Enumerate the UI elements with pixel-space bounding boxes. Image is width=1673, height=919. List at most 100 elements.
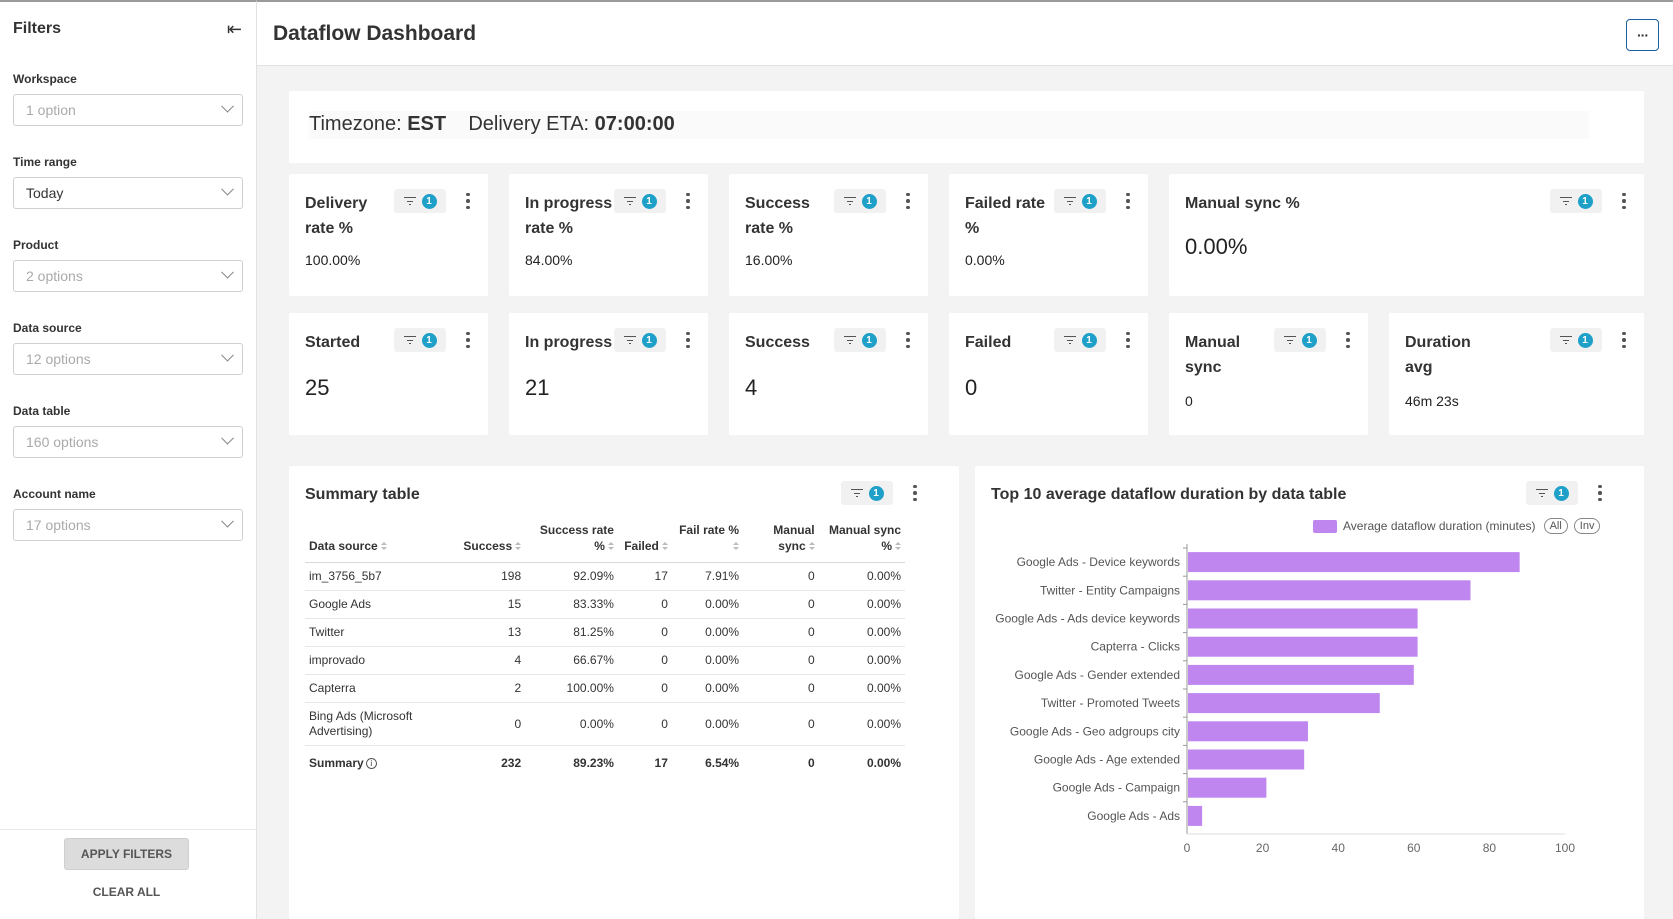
bar-chart: Google Ads - Device keywords Twitter - En… [995,544,1575,855]
table-cell: Capterra [305,674,448,703]
table-cell: 0 [447,702,526,746]
info-icon[interactable]: i [365,758,377,770]
header-bar: Dataflow Dashboard ··· [257,0,1673,66]
column-header[interactable]: Failed [617,522,672,563]
column-header[interactable]: Fail rate % [671,522,744,563]
bar[interactable] [1188,552,1520,573]
table-cell: 0 [743,702,819,746]
column-header[interactable]: Data source [305,522,448,563]
bar[interactable] [1188,721,1308,742]
kpi-filter-chip[interactable]: 1 [614,328,666,352]
filter-icon [403,335,416,345]
chart-title: Top 10 average dataflow duration by data… [991,486,1347,503]
table-row: Capterra 2 100.00% 0 0.00% 0 0.00% [305,674,905,703]
kpi-filter-chip[interactable]: 1 [394,328,446,352]
kpi-filter-chip[interactable]: 1 [1550,189,1602,213]
chart-filter-chip[interactable]: 1 [1526,481,1578,505]
more-vertical-icon[interactable] [905,484,925,502]
table-cell: 0.00% [671,618,744,647]
column-header[interactable]: Manual sync % [818,522,905,563]
legend-swatch [1313,519,1337,533]
filter-select[interactable]: 17 options [13,509,243,541]
kpi-title: Failed [965,334,1012,351]
filter-label: Data table [13,404,71,418]
filter-select[interactable]: 12 options [13,343,243,375]
table-cell: 0.00% [818,590,905,619]
filter-count-badge: 1 [641,193,657,209]
legend-invert-button[interactable]: Inv [1573,518,1601,534]
filter-select[interactable]: 1 option [13,94,243,126]
filter-count-badge: 1 [421,193,437,209]
bar[interactable] [1188,693,1380,714]
column-header[interactable]: Manual sync [743,522,819,563]
more-vertical-icon[interactable] [1590,484,1610,502]
table-cell: 13 [447,618,526,647]
more-vertical-icon[interactable] [898,331,918,349]
more-vertical-icon[interactable] [1118,331,1138,349]
kpi-card: Failed 1 0 [949,313,1148,435]
more-options-button[interactable]: ··· [1626,19,1659,51]
bar[interactable] [1188,580,1471,601]
kpi-filter-chip[interactable]: 1 [834,189,886,213]
more-vertical-icon[interactable] [1338,331,1358,349]
chevron-down-icon [221,514,234,528]
kpi-filter-chip[interactable]: 1 [1274,328,1326,352]
summary-filter-chip[interactable]: 1 [841,481,893,505]
filter-count-badge: 1 [868,485,884,501]
more-vertical-icon[interactable] [458,192,478,210]
kpi-filter-chip[interactable]: 1 [614,189,666,213]
collapse-left-icon[interactable]: ⇤ [226,18,242,39]
kpi-filter-chip[interactable]: 1 [1054,189,1106,213]
filter-select[interactable]: 2 options [13,260,243,292]
table-cell: 100.00% [525,674,618,703]
column-header[interactable]: Success rate % [525,522,618,563]
filter-select[interactable]: Today [13,177,243,209]
more-vertical-icon[interactable] [678,331,698,349]
category-label: Twitter - Entity Campaigns [1040,583,1180,597]
bar[interactable] [1188,608,1418,629]
more-vertical-icon[interactable] [898,192,918,210]
kpi-value: 0 [965,375,978,400]
kpi-value: 16.00% [745,252,793,268]
filter-label: Product [13,238,59,252]
more-vertical-icon[interactable] [1614,192,1634,210]
bar[interactable] [1188,805,1203,826]
bar[interactable] [1188,749,1305,770]
chevron-down-icon [221,182,234,196]
timezone-card: Timezone: EST Delivery ETA: 07:00:00 [289,91,1644,163]
column-header-label: Failed [624,539,659,553]
bar[interactable] [1188,636,1418,657]
more-vertical-icon[interactable] [1118,192,1138,210]
filter-select-value: Today [26,185,64,201]
kpi-filter-chip[interactable]: 1 [1054,328,1106,352]
kpi-card: Manual sync % 1 0.00% [1169,174,1644,296]
bar[interactable] [1188,777,1267,798]
column-header[interactable]: Success [447,522,526,563]
timezone-label: Timezone: [309,113,402,135]
kpi-filter-chip[interactable]: 1 [1550,328,1602,352]
filter-count-badge: 1 [861,332,877,348]
summary-cell: Summary i [305,746,447,778]
filter-icon [403,196,416,206]
legend-all-button[interactable]: All [1543,518,1568,534]
summary-row: Summary i 232 89.23% 17 6.54% 0 0.00% [305,746,905,778]
kpi-filter-chip[interactable]: 1 [834,328,886,352]
filter-select[interactable]: 160 options [13,426,243,458]
more-vertical-icon[interactable] [458,331,478,349]
sort-icon [515,542,522,551]
more-vertical-icon[interactable] [678,192,698,210]
apply-filters-button[interactable]: APPLY FILTERS [64,838,189,870]
filter-count-badge: 1 [1301,332,1317,348]
clear-all-button[interactable]: CLEAR ALL [92,885,161,899]
table-cell: 17 [617,562,672,591]
sidebar-footer: APPLY FILTERS CLEAR ALL [0,829,256,919]
filter-icon [623,335,636,345]
more-vertical-icon[interactable] [1614,331,1634,349]
table-cell: 0.00% [671,674,744,703]
filter-count-badge: 1 [861,193,877,209]
filters-sidebar: Filters ⇤ Workspace 1 option Time range Tod… [0,0,257,919]
summary-cell: 89.23% [573,756,614,770]
filter-icon [1283,335,1296,345]
kpi-filter-chip[interactable]: 1 [394,189,446,213]
bar[interactable] [1188,664,1414,685]
